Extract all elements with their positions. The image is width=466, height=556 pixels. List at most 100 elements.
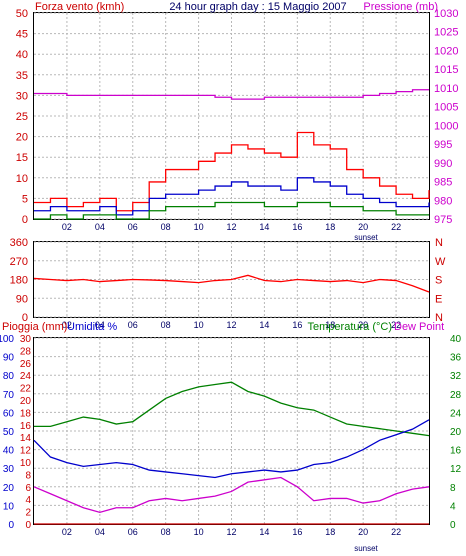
rain-tick-label: 6 [25,483,31,494]
humidity-tick-label: 30 [3,464,15,475]
temp-tick-label: 8 [450,483,456,494]
left-axis-title-wind: Forza vento (kmh) [35,1,124,13]
rain-tick-label: 18 [20,408,32,419]
x-tick-label: 18 [325,320,335,330]
rain-tick-label: 20 [20,396,32,407]
x-tick-label: 12 [226,222,236,232]
direction-tick-label: 360 [10,237,28,249]
x-tick-label: 04 [95,222,105,232]
left-axis-title-humidity: Umidita % [67,321,117,333]
x-tick-label: 04 [95,320,105,330]
x-tick-label: 10 [194,222,204,232]
direction-tick-label: 0 [22,312,28,324]
x-tick-label: 18 [325,527,335,537]
wind-tick-label: 25 [16,111,28,123]
wind-tick-label: 0 [22,214,28,226]
pressure-tick-label: 1020 [434,45,458,57]
wind-tick-label: 35 [16,70,28,82]
temp-tick-label: 40 [450,334,462,345]
compass-tick-label: E [435,293,442,305]
x-tick-label: 12 [226,527,236,537]
pressure-tick-label: 990 [434,158,452,170]
x-tick-label: 04 [95,527,105,537]
compass-tick-label: S [435,275,442,287]
pressure-tick-label: 1000 [434,120,458,132]
humidity-tick-label: 40 [3,446,15,457]
pressure-tick-label: 1030 [434,8,458,20]
x-tick-label: 16 [292,222,302,232]
x-tick-label: 08 [161,527,171,537]
x-tick-label: 06 [128,320,138,330]
temp-tick-label: 24 [450,408,462,419]
rain-tick-label: 26 [20,359,32,370]
rain-tick-label: 24 [20,371,32,382]
x-tick-label: 06 [128,222,138,232]
humidity-tick-label: 10 [3,501,15,512]
humidity-tick-label: 0 [8,520,14,531]
right-axis-title-pressure: Pressione (mb) [363,1,438,13]
rain-tick-label: 14 [20,433,32,444]
temp-tick-label: 20 [450,427,462,438]
x-tick-label: 16 [292,320,302,330]
humidity-tick-label: 50 [3,427,15,438]
series-temperature [34,381,430,437]
x-tick-label: 06 [128,527,138,537]
wind-tick-label: 45 [16,29,28,41]
x-tick-label: 14 [259,527,269,537]
sunset-label-top: sunset [354,233,378,242]
right-axis-title-temperature: Temperatura (°C) [308,321,392,333]
humidity-tick-label: 90 [3,353,15,364]
left-axis-title-rain: Pioggia (mm) [2,321,67,333]
humidity-tick-label: 60 [3,408,15,419]
rain-tick-label: 30 [20,334,32,345]
temp-tick-label: 0 [450,520,456,531]
rain-tick-label: 2 [25,508,31,519]
x-tick-label: 22 [391,527,401,537]
pressure-tick-label: 975 [434,214,452,226]
wind-tick-label: 15 [16,152,28,164]
rain-tick-label: 16 [20,421,32,432]
temp-tick-label: 36 [450,353,462,364]
temp-tick-label: 4 [450,501,456,512]
rain-tick-label: 22 [20,384,32,395]
series-wind_min [34,201,429,220]
sunset-label-bottom: sunset [354,544,378,553]
pressure-tick-label: 985 [434,177,452,189]
x-tick-label: 12 [226,320,236,330]
direction-tick-label: 180 [10,275,28,287]
humidity-tick-label: 70 [3,390,15,401]
humidity-tick-label: 80 [3,371,15,382]
x-tick-label: 02 [62,527,72,537]
wind-tick-label: 10 [16,173,28,185]
rain-tick-label: 8 [25,470,31,481]
temp-tick-label: 16 [450,446,462,457]
wind-tick-label: 20 [16,132,28,144]
temp-tick-label: 12 [450,464,462,475]
pressure-tick-label: 1005 [434,102,458,114]
direction-tick-label: 270 [10,256,28,268]
series-wind_gust [34,131,430,212]
x-tick-label: 02 [62,222,72,232]
x-tick-label: 08 [161,320,171,330]
pressure-tick-label: 1010 [434,83,458,95]
rain-tick-label: 12 [20,446,32,457]
x-tick-label: 18 [325,222,335,232]
x-tick-label: 20 [358,222,368,232]
x-tick-label: 10 [194,320,204,330]
wind-tick-label: 40 [16,49,28,61]
series-wind_dir [33,274,430,293]
x-tick-label: 20 [358,527,368,537]
pressure-tick-label: 980 [434,195,452,207]
rain-tick-label: 0 [25,520,31,531]
x-tick-label: 14 [259,222,269,232]
pressure-tick-label: 995 [434,139,452,151]
x-tick-label: 22 [391,320,401,330]
rain-tick-label: 4 [25,495,31,506]
x-tick-label: 14 [259,320,269,330]
series-pressure [34,89,429,100]
right-axis-title-dewpoint: Dew Point [394,321,444,333]
rain-tick-label: 10 [20,458,32,469]
wind-tick-label: 5 [22,193,28,205]
